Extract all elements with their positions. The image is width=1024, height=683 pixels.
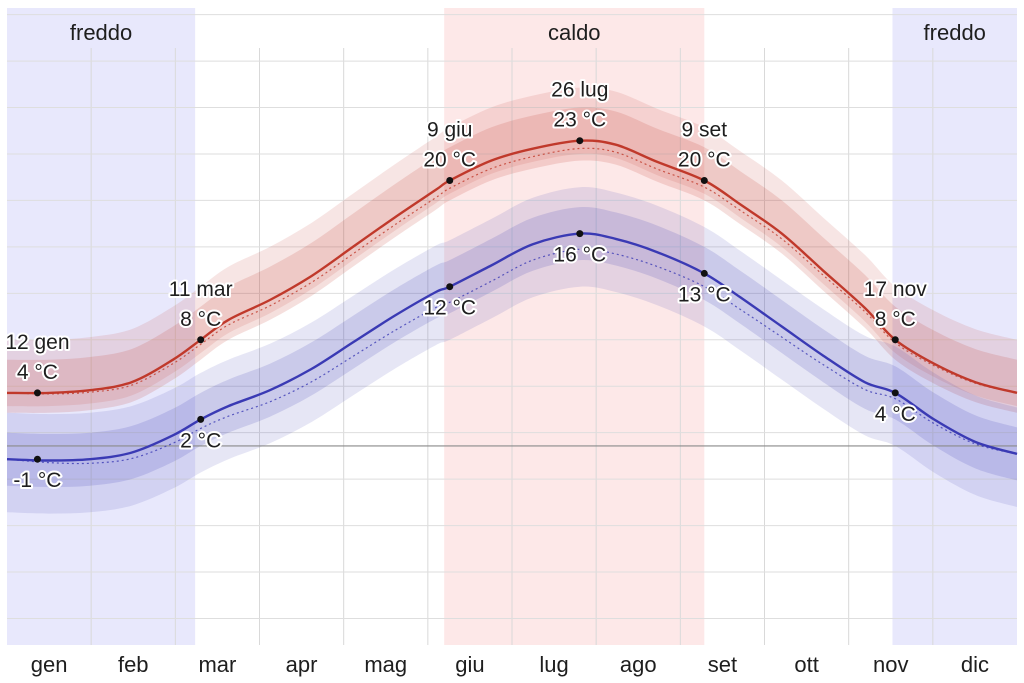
band-inner-min (7, 206, 1017, 488)
band-outer-min (7, 187, 1017, 514)
series-line-max (6, 139, 1018, 395)
annotation-date-label: 11 mar (169, 278, 233, 301)
month-label-ott: ott (794, 652, 818, 677)
month-label-gen: gen (31, 652, 68, 677)
band-outer-max (7, 87, 1017, 407)
annotation-value-label: 23 °C (553, 109, 606, 132)
annotation-date-label: 9 set (682, 119, 728, 142)
normals-line-max (6, 147, 1018, 395)
annotation-point (576, 137, 584, 145)
annotation-value-label: 16 °C (553, 244, 606, 267)
annotation-point (33, 455, 41, 463)
band-inner-max (7, 107, 1017, 413)
annotation-point (891, 389, 899, 397)
annotation-date-label: 12 gen (5, 331, 69, 354)
month-label-dic: dic (961, 652, 989, 677)
season-band-caldo (444, 8, 705, 645)
annotation-point (576, 230, 584, 238)
annotation-date-label: 26 lug (551, 79, 608, 102)
annotation-point (33, 389, 41, 397)
annotation-value-label: 20 °C (678, 149, 731, 172)
annotation-date-label: 9 giu (427, 119, 473, 142)
annotation-point (197, 336, 205, 344)
month-label-set: set (708, 652, 737, 677)
annotation-value-label: 12 °C (423, 297, 476, 320)
season-band-freddo (7, 8, 196, 645)
annotation-value-label: 8 °C (180, 308, 221, 331)
annotation-value-label: 8 °C (875, 308, 916, 331)
season-labels: freddo caldo freddo (70, 20, 986, 45)
season-label-caldo: caldo (548, 20, 601, 45)
series-line-min (6, 232, 1018, 462)
normals-line-min (6, 248, 1018, 465)
month-label-nov: nov (873, 652, 908, 677)
annotation-labels: 12 gen 4 °C -1 °C 11 mar 8 °C 2 °C 9 giu 20 °C 1… (3, 77, 929, 495)
season-band-freddo (892, 8, 1017, 645)
season-label-freddo: freddo (70, 20, 132, 45)
month-label-apr: apr (286, 652, 318, 677)
annotation-date-label: 17 nov (864, 278, 928, 301)
percentile-bands (7, 87, 1017, 514)
annotation-value-label: -1 °C (13, 469, 61, 492)
series-lines (6, 139, 1018, 465)
month-label-ago: ago (620, 652, 657, 677)
month-label-giu: giu (455, 652, 484, 677)
annotation-point (700, 177, 708, 185)
annotation-points (33, 137, 899, 463)
annotation-value-label: 2 °C (180, 429, 221, 452)
annotation-value-label: 4 °C (17, 361, 58, 384)
annotation-value-label: 20 °C (423, 149, 476, 172)
x-axis-month-labels: gen feb mar apr mag giu lug ago set ott nov dic (31, 652, 989, 677)
annotation-point (446, 283, 454, 291)
annotation-value-label: 4 °C (875, 403, 916, 426)
month-label-mag: mag (364, 652, 407, 677)
annotation-value-label: 13 °C (678, 283, 731, 306)
month-label-feb: feb (118, 652, 149, 677)
annotation-point (197, 415, 205, 423)
season-bands (7, 8, 1017, 645)
annotation-point (700, 269, 708, 277)
annotation-point (891, 336, 899, 344)
month-label-mar: mar (198, 652, 236, 677)
annotation-point (446, 177, 454, 185)
season-label-freddo: freddo (924, 20, 986, 45)
month-label-lug: lug (539, 652, 568, 677)
